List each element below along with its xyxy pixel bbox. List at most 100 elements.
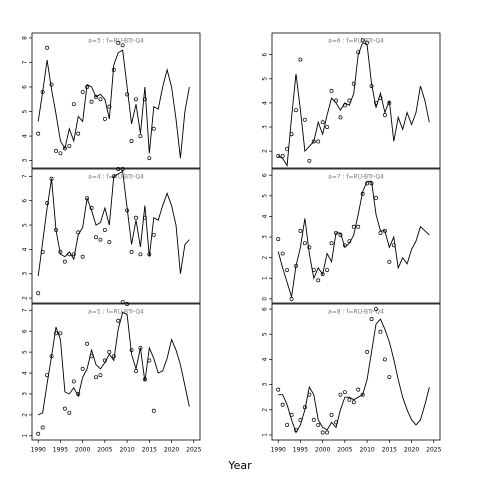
y-tick-label: 6 [262,307,269,311]
data-point [71,252,76,257]
data-point [138,252,143,257]
data-point [320,120,325,125]
data-point [129,249,134,254]
y-tick-label: 1 [22,434,29,438]
x-tick-label: 2020 [164,447,179,454]
panel-title: a=5 : f=RU-BTr-Q4 [88,309,144,316]
data-line [37,170,190,277]
data-point [85,341,90,346]
data-point [129,139,134,143]
data-point [374,195,378,200]
data-point [147,156,152,161]
y-tick-label: 7 [22,60,29,64]
data-point [347,239,352,244]
data-point [382,357,387,362]
data-point [365,40,370,45]
x-tick-label: 1990 [31,447,46,454]
x-tick-label: 1995 [53,447,68,454]
data-point [80,89,85,94]
y-tick-label: 7 [22,308,29,312]
data-point [111,354,116,359]
data-point [58,331,63,336]
y-tick-label: 4 [22,247,29,251]
x-tick-label: 2015 [142,447,157,454]
data-point [138,134,143,139]
data-point [40,425,45,430]
data-point [138,345,143,350]
data-point [45,45,50,50]
data-line [278,41,430,167]
data-point [387,259,392,264]
data-point [98,373,103,378]
data-point [365,181,370,186]
y-tick-label: 5 [22,109,29,113]
data-point [311,268,316,272]
data-point [311,417,316,422]
data-point [369,181,374,186]
data-point [98,237,103,242]
data-point [116,167,121,171]
data-point [391,243,396,248]
y-tick-label: 2 [22,296,29,300]
data-point [342,243,347,248]
data-point [120,167,125,171]
data-point [147,252,152,257]
data-point [351,81,356,86]
data-point [151,408,156,413]
panel-title: a=7 : f=RU-BTr-Q4 [328,174,384,181]
y-tick-label: 3 [262,235,269,239]
panel-frame [271,168,441,304]
y-tick-label: 6 [22,199,29,203]
data-point [356,50,361,55]
data-point [45,373,50,378]
data-point [58,249,63,254]
data-point [338,392,343,397]
y-tick-label: 3 [22,272,29,276]
data-point [289,132,294,137]
data-point [85,196,90,201]
y-tick-label: 3 [22,392,29,396]
data-point [40,89,45,94]
data-point [316,422,321,427]
data-point [378,329,383,334]
x-tick-label: 2000 [75,447,90,454]
data-point [285,268,290,272]
data-point [369,84,374,88]
data-point [111,67,116,72]
data-point [378,96,383,101]
data-point [94,235,98,240]
data-point [71,379,76,384]
data-point [311,139,316,144]
data-point [320,272,325,277]
data-point [76,230,81,235]
y-tick-label: 3 [262,125,269,129]
data-point [374,100,378,105]
data-point [107,104,112,109]
y-tick-label: 2 [22,413,29,417]
data-point [85,85,90,89]
data-point [294,108,298,113]
data-point [285,422,290,427]
x-tick-label: 2000 [315,447,330,454]
panel-frame [31,32,201,169]
data-point [325,268,330,272]
data-point [289,412,294,417]
data-point [67,252,72,257]
data-point [351,400,356,405]
data-point [347,397,352,402]
data-point [342,103,347,108]
data-point [151,232,156,237]
data-point [49,176,54,181]
data-point [360,392,365,397]
data-point [276,387,281,392]
data-point [289,296,294,301]
data-point [325,125,330,129]
data-point [294,427,298,432]
data-point [62,406,67,411]
y-tick-label: 6 [22,85,29,89]
data-point [276,153,281,158]
y-tick-label: 5 [22,350,29,354]
y-tick-label: 6 [262,173,269,177]
y-tick-label: 5 [262,77,269,81]
data-point [307,245,312,250]
